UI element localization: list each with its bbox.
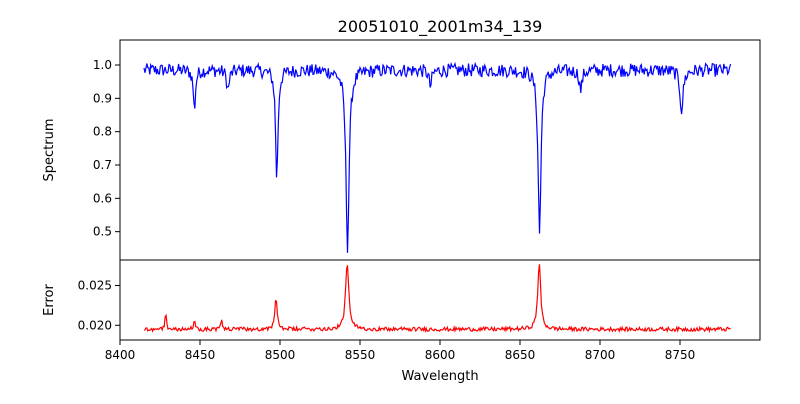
y-tick-label: 0.5 — [93, 225, 112, 239]
error-series-line — [143, 264, 731, 334]
y-tick-label: 1.0 — [93, 58, 112, 72]
x-tick-label: 8650 — [505, 348, 536, 362]
y-tick-label: 0.9 — [93, 91, 112, 105]
y-tick-label: 0.020 — [78, 318, 112, 332]
chart-title: 20051010_2001m34_139 — [338, 17, 543, 37]
y-tick-label: 0.6 — [93, 191, 112, 205]
x-tick-label: 8400 — [105, 348, 136, 362]
y-tick-label: 0.8 — [93, 125, 112, 139]
x-tick-label: 8600 — [425, 348, 456, 362]
spectrum-series-line — [143, 61, 732, 253]
x-tick-label: 8750 — [665, 348, 696, 362]
x-tick-label: 8700 — [585, 348, 616, 362]
x-axis: 8400 8450 8500 8550 8600 8650 8700 8750 — [105, 340, 696, 362]
x-tick-label: 8500 — [265, 348, 296, 362]
error-panel-frame — [119, 259, 761, 341]
spectrum-y-label: Spectrum — [42, 119, 57, 182]
x-tick-label: 8550 — [345, 348, 376, 362]
x-tick-label: 8450 — [185, 348, 216, 362]
y-tick-label: 0.7 — [93, 158, 112, 172]
x-axis-label: Wavelength — [401, 369, 478, 384]
y-tick-label: 0.025 — [78, 278, 112, 292]
error-y-label: Error — [42, 284, 57, 316]
spectrum-y-axis: 0.5 0.6 0.7 0.8 0.9 1.0 — [93, 58, 120, 239]
error-y-axis: 0.020 0.025 — [78, 278, 120, 332]
